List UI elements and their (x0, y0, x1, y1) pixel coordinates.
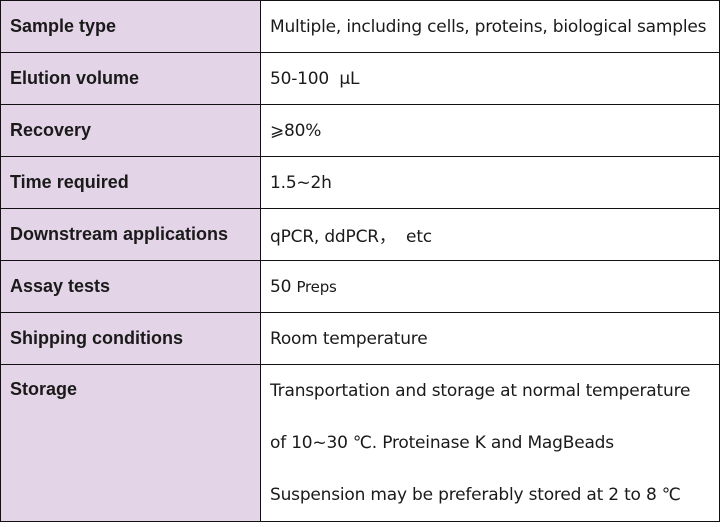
assay-unit: Preps (296, 277, 337, 296)
row-value: Transportation and storage at normal tem… (260, 364, 720, 522)
storage-line: of 10~30 ℃. Proteinase K and MagBeads (270, 433, 614, 453)
table-row: Downstream applications qPCR, ddPCR， etc (0, 208, 720, 261)
row-label: Shipping conditions (0, 312, 261, 365)
table-row: Elution volume 50-100 μL (0, 52, 720, 105)
row-label: Time required (0, 156, 261, 209)
row-value: Multiple, including cells, proteins, bio… (260, 0, 720, 53)
table-row: Recovery ⩾80% (0, 104, 720, 157)
row-value: 50-100 μL (260, 52, 720, 105)
row-label: Downstream applications (0, 208, 261, 261)
row-value: 1.5~2h (260, 156, 720, 209)
row-value: qPCR, ddPCR， etc (260, 208, 720, 261)
row-value: ⩾80% (260, 104, 720, 157)
row-label: Assay tests (0, 260, 261, 313)
row-label: Sample type (0, 0, 261, 53)
storage-line: Transportation and storage at normal tem… (270, 381, 691, 401)
table-row: Storage Transportation and storage at no… (0, 364, 720, 522)
table-row: Shipping conditions Room temperature (0, 312, 720, 365)
row-label: Storage (0, 364, 261, 522)
assay-count: 50 (270, 276, 292, 297)
row-value: Room temperature (260, 312, 720, 365)
storage-line: Suspension may be preferably stored at 2… (270, 485, 681, 505)
table-row: Time required 1.5~2h (0, 156, 720, 209)
table-row: Sample type Multiple, including cells, p… (0, 0, 720, 53)
row-label: Recovery (0, 104, 261, 157)
row-value: 50 Preps (260, 260, 720, 313)
row-label: Elution volume (0, 52, 261, 105)
table-row: Assay tests 50 Preps (0, 260, 720, 313)
